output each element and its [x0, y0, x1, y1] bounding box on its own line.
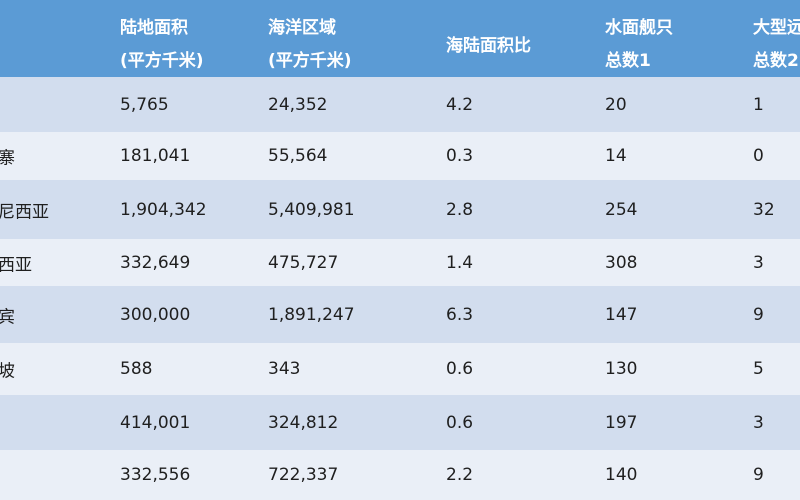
table-row: 414,001 324,812 0.6 197 3 — [0, 395, 800, 450]
cell-country: 西亚 — [0, 255, 32, 275]
cell-country: 坡 — [0, 361, 15, 382]
cell-land-area: 332,556 — [120, 465, 191, 485]
cell-sea-area: 24,352 — [268, 94, 328, 115]
cell-sea-area: 722,337 — [268, 465, 339, 485]
cell-ratio: 0.6 — [446, 412, 474, 433]
header-ratio-label: 海陆面积比 — [446, 36, 531, 56]
cell-large-vessels: 1 — [753, 94, 764, 115]
cell-surface-ships: 130 — [605, 359, 638, 379]
cell-land-area: 588 — [120, 359, 153, 379]
cell-surface-ships: 197 — [605, 412, 638, 433]
cell-ratio: 2.8 — [446, 199, 474, 220]
cell-ratio: 4.2 — [446, 94, 474, 115]
header-ratio: 海陆面积比 — [446, 31, 531, 56]
header-surface-ships-line2: 总数1 — [605, 51, 651, 71]
cell-country: 宾 — [0, 307, 15, 327]
header-large-vessels-line1: 大型远 — [753, 18, 800, 38]
cell-land-area: 1,904,342 — [120, 199, 207, 220]
table-row: 5,765 24,352 4.2 20 1 — [0, 77, 800, 132]
cell-surface-ships: 14 — [605, 146, 627, 166]
cell-land-area: 414,001 — [120, 412, 191, 433]
cell-large-vessels: 5 — [753, 359, 764, 379]
header-land-area-line2: (平方千米) — [120, 51, 204, 71]
cell-large-vessels: 9 — [753, 304, 764, 325]
cell-country: 尼西亚 — [0, 202, 49, 222]
table-row: 尼西亚 1,904,342 5,409,981 2.8 254 32 — [0, 180, 800, 239]
table-row: 寨 181,041 55,564 0.3 14 0 — [0, 132, 800, 180]
cell-country: 寨 — [0, 148, 15, 169]
cell-surface-ships: 20 — [605, 94, 627, 115]
header-large-vessels-line2: 总数2 — [753, 51, 799, 71]
cell-large-vessels: 3 — [753, 412, 764, 433]
cell-ratio: 6.3 — [446, 304, 474, 325]
cell-surface-ships: 308 — [605, 252, 638, 273]
cell-surface-ships: 254 — [605, 199, 638, 220]
cell-surface-ships: 140 — [605, 465, 638, 485]
cell-sea-area: 324,812 — [268, 412, 339, 433]
cell-large-vessels: 3 — [753, 252, 764, 273]
cell-ratio: 1.4 — [446, 252, 474, 273]
cell-ratio: 0.3 — [446, 146, 474, 166]
cell-surface-ships: 147 — [605, 304, 638, 325]
cell-large-vessels: 0 — [753, 146, 764, 166]
cell-ratio: 0.6 — [446, 359, 474, 379]
cell-sea-area: 343 — [268, 359, 301, 379]
cell-sea-area: 475,727 — [268, 252, 339, 273]
table-header: 陆地面积 (平方千米) 海洋区域 (平方千米) 海陆面积比 水面舰只 总数1 大… — [0, 0, 800, 77]
cell-land-area: 300,000 — [120, 304, 191, 325]
header-land-area-line1: 陆地面积 — [120, 18, 188, 38]
table-row: 西亚 332,649 475,727 1.4 308 3 — [0, 239, 800, 286]
cell-sea-area: 5,409,981 — [268, 199, 355, 220]
header-sea-area-line2: (平方千米) — [268, 51, 352, 71]
cell-large-vessels: 9 — [753, 465, 764, 485]
cell-sea-area: 1,891,247 — [268, 304, 355, 325]
cell-ratio: 2.2 — [446, 465, 474, 485]
cell-sea-area: 55,564 — [268, 146, 328, 166]
table-row: 332,556 722,337 2.2 140 9 — [0, 450, 800, 500]
cell-land-area: 5,765 — [120, 94, 169, 115]
header-sea-area-line1: 海洋区域 — [268, 18, 336, 38]
cell-land-area: 181,041 — [120, 146, 191, 166]
table-row: 宾 300,000 1,891,247 6.3 147 9 — [0, 286, 800, 343]
cell-land-area: 332,649 — [120, 252, 191, 273]
cell-large-vessels: 32 — [753, 199, 775, 220]
header-surface-ships-line1: 水面舰只 — [605, 18, 673, 38]
table-row: 坡 588 343 0.6 130 5 — [0, 343, 800, 395]
